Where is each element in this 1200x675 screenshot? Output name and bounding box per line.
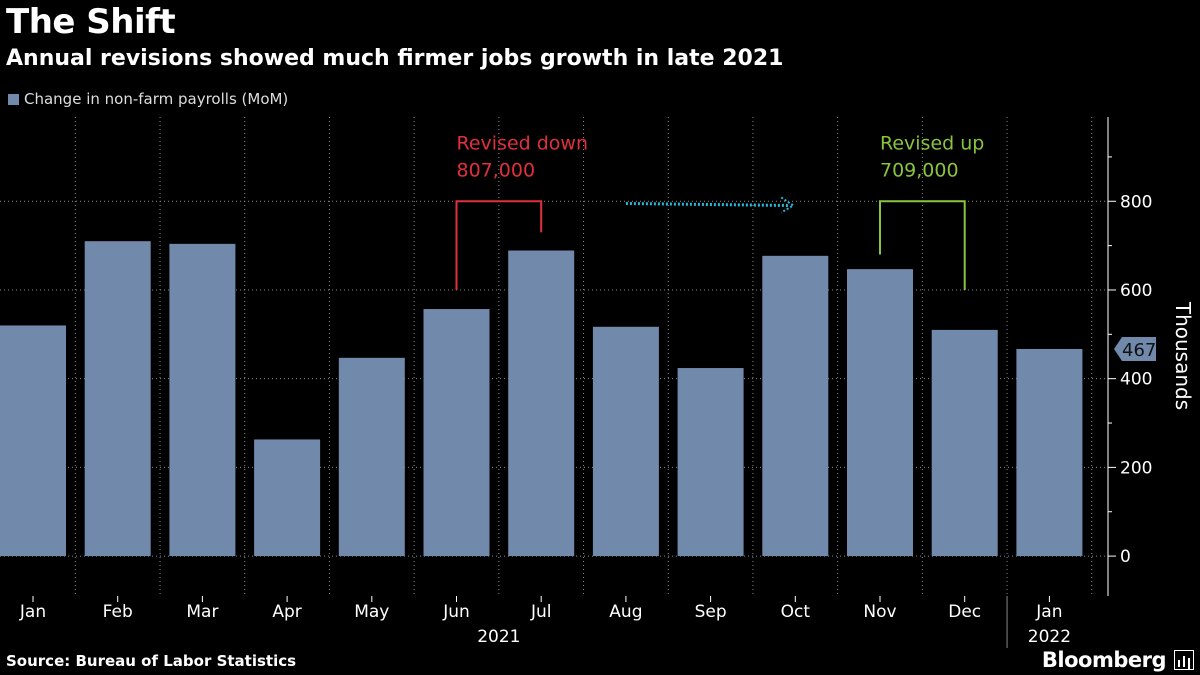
y-tick-label: 200 <box>1120 458 1152 478</box>
year-label-2022: 2022 <box>1028 627 1071 647</box>
legend-label: Change in non-farm payrolls (MoM) <box>24 90 289 108</box>
bar-aug-7 <box>592 326 659 557</box>
x-tick-label: Nov <box>863 602 896 622</box>
bar-oct-9 <box>762 255 829 557</box>
x-tick-label: Apr <box>272 602 301 622</box>
terminal-icon <box>1174 650 1194 670</box>
brand-logo: Bloomberg <box>1041 648 1167 672</box>
bar-may-4 <box>338 357 405 557</box>
shift-arrow-line <box>625 201 790 207</box>
annotation-bracket-1 <box>879 200 966 290</box>
x-tick-label: Dec <box>948 602 981 622</box>
bar-apr-3 <box>254 439 321 557</box>
last-value-marker <box>1114 336 1156 361</box>
y-tick-label: 400 <box>1120 370 1152 390</box>
bar-jun-5 <box>423 309 490 557</box>
x-tick-label: Jan <box>19 602 46 622</box>
y-axis-label: Thousands <box>1171 301 1195 410</box>
shift-arrow-head <box>780 196 796 214</box>
chart-subtitle: Annual revisions showed much firmer jobs… <box>6 46 784 71</box>
annotation-label-0: Revised down <box>457 132 589 154</box>
x-tick-label: Jun <box>442 602 470 622</box>
annotation-label-1: Revised up <box>880 132 984 154</box>
source-note: Source: Bureau of Labor Statistics <box>6 652 297 670</box>
legend-swatch <box>8 93 19 105</box>
chart-title: The Shift <box>6 2 176 42</box>
annotation-value-0: 807,000 <box>457 159 536 181</box>
x-tick-label: Jan <box>1035 602 1062 622</box>
annotation-bracket-0 <box>455 200 543 290</box>
y-tick-label: 800 <box>1120 192 1152 212</box>
year-label-2021: 2021 <box>477 627 520 647</box>
bar-nov-10 <box>847 269 913 557</box>
x-tick-label: Aug <box>609 602 642 622</box>
x-tick-label: May <box>354 602 389 622</box>
annotation-value-1: 709,000 <box>880 159 959 181</box>
bar-jan-0 <box>0 325 66 557</box>
legend: Change in non-farm payrolls (MoM) <box>8 90 288 108</box>
bar-jul-6 <box>508 250 575 557</box>
x-tick-label: Jul <box>530 602 552 622</box>
bar-jan-12 <box>1016 348 1083 557</box>
y-tick-label: 600 <box>1120 281 1152 301</box>
x-tick-label: Mar <box>186 602 218 622</box>
x-tick-label: Sep <box>695 602 727 622</box>
last-value-label: 467 <box>1122 340 1156 361</box>
bar-feb-1 <box>84 241 151 557</box>
y-tick-label: 0 <box>1120 547 1131 567</box>
bar-sep-8 <box>677 368 744 557</box>
bar-mar-2 <box>169 243 236 557</box>
x-tick-label: Oct <box>781 602 811 622</box>
x-tick-label: Feb <box>103 602 133 622</box>
bar-dec-11 <box>931 329 998 557</box>
